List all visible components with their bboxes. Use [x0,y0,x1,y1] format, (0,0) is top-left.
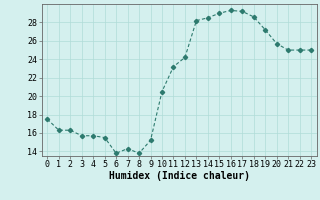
X-axis label: Humidex (Indice chaleur): Humidex (Indice chaleur) [109,171,250,181]
